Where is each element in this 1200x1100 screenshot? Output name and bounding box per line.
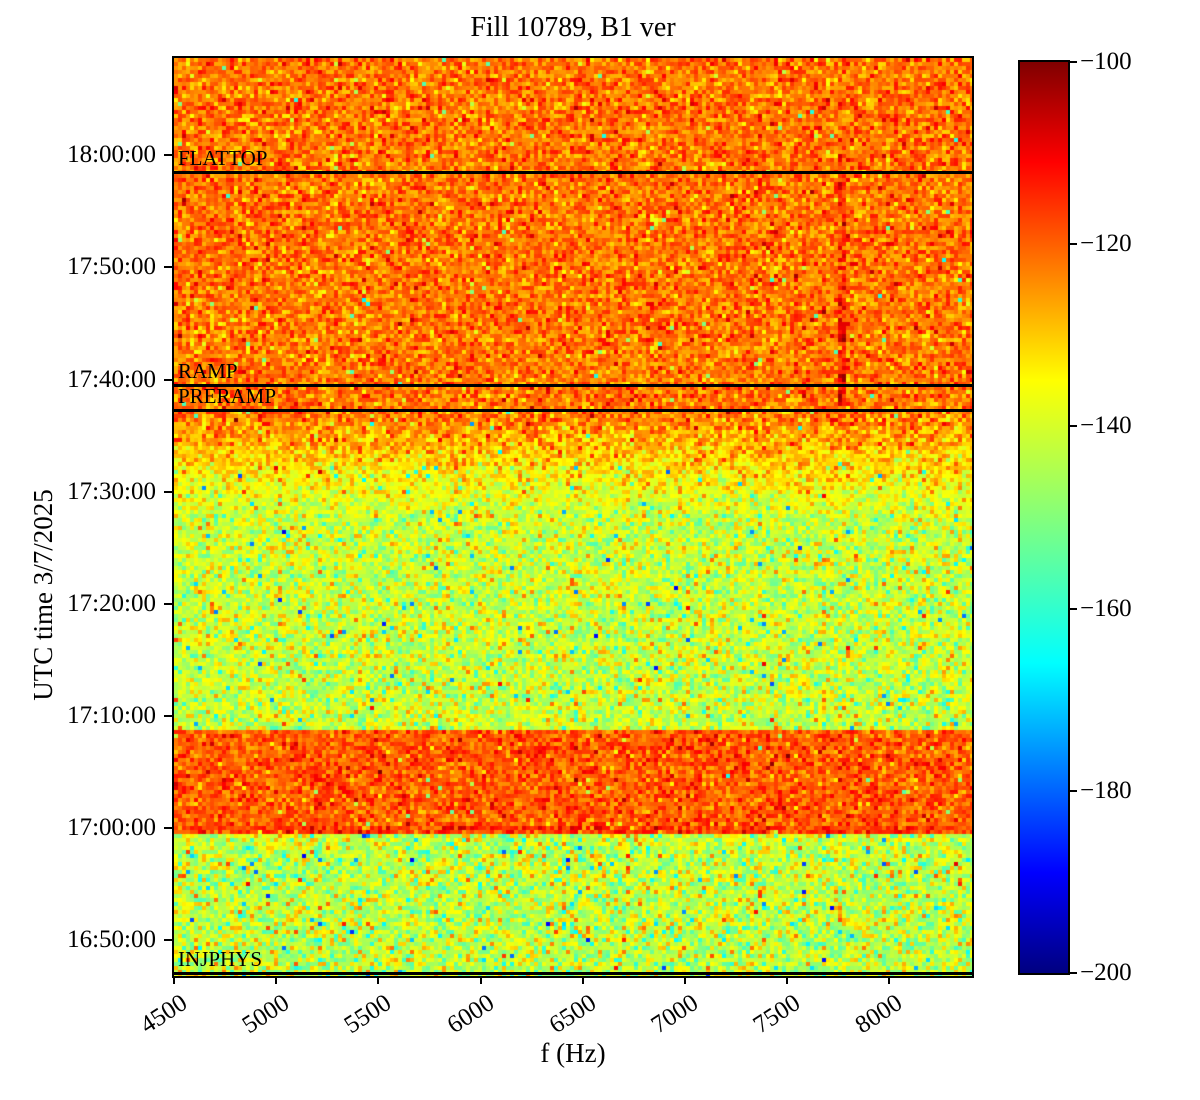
x-tick bbox=[581, 976, 584, 984]
colorbar bbox=[1018, 60, 1070, 975]
colorbar-tick-label: −120 bbox=[1080, 230, 1132, 258]
y-tick bbox=[164, 154, 172, 157]
x-tick bbox=[684, 976, 686, 984]
y-tick bbox=[164, 490, 172, 493]
annotation-label-preramp: PRERAMP bbox=[178, 384, 277, 409]
y-tick-label: 17:00:00 bbox=[67, 814, 156, 842]
colorbar-tick bbox=[1070, 972, 1077, 974]
annotation-label-flattop: FLATTOP bbox=[178, 146, 268, 171]
annotation-line-flattop bbox=[174, 171, 972, 175]
colorbar-tick bbox=[1070, 243, 1077, 246]
y-tick-label: 17:30:00 bbox=[67, 477, 156, 505]
colorbar-tick bbox=[1070, 61, 1077, 63]
colorbar-tick-label: −160 bbox=[1080, 594, 1132, 622]
y-tick bbox=[164, 378, 172, 381]
y-tick-label: 17:10:00 bbox=[67, 702, 156, 730]
y-tick-label: 17:50:00 bbox=[67, 253, 156, 281]
x-tick bbox=[479, 976, 482, 984]
spectrogram-canvas bbox=[174, 58, 972, 976]
x-tick bbox=[377, 976, 380, 984]
colorbar-tick bbox=[1070, 789, 1077, 792]
x-axis-label: f (Hz) bbox=[540, 1038, 606, 1068]
x-tick bbox=[173, 976, 175, 984]
y-tick bbox=[164, 715, 172, 718]
y-tick bbox=[164, 939, 172, 942]
x-tick bbox=[888, 976, 891, 984]
y-tick bbox=[164, 827, 172, 830]
annotation-line-preramp bbox=[174, 409, 972, 413]
annotation-label-injphys: INJPHYS bbox=[178, 947, 263, 971]
x-tick bbox=[786, 976, 789, 984]
chart-title: Fill 10789, B1 ver bbox=[470, 12, 676, 43]
spectrogram-plot: FLATTOP RAMP PRERAMP INJPHYS bbox=[172, 56, 974, 978]
annotation-line-ramp bbox=[174, 384, 972, 388]
y-tick-label: 18:00:00 bbox=[67, 141, 156, 169]
y-tick-label: 17:40:00 bbox=[67, 365, 156, 393]
annotation-line-injphys bbox=[174, 972, 972, 975]
colorbar-tick-label: −100 bbox=[1080, 48, 1132, 75]
y-tick-label: 16:50:00 bbox=[67, 926, 156, 954]
colorbar-tick-label: −180 bbox=[1080, 776, 1132, 804]
x-tick bbox=[275, 976, 278, 984]
y-tick bbox=[164, 266, 172, 269]
y-tick-label: 17:20:00 bbox=[67, 589, 156, 617]
annotation-label-ramp: RAMP bbox=[178, 359, 238, 384]
colorbar-gradient bbox=[1020, 62, 1068, 973]
colorbar-tick-label: −200 bbox=[1080, 959, 1132, 986]
colorbar-tick bbox=[1070, 607, 1077, 610]
colorbar-tick-label: −140 bbox=[1080, 412, 1132, 440]
y-tick bbox=[164, 602, 172, 605]
colorbar-tick bbox=[1070, 425, 1077, 428]
